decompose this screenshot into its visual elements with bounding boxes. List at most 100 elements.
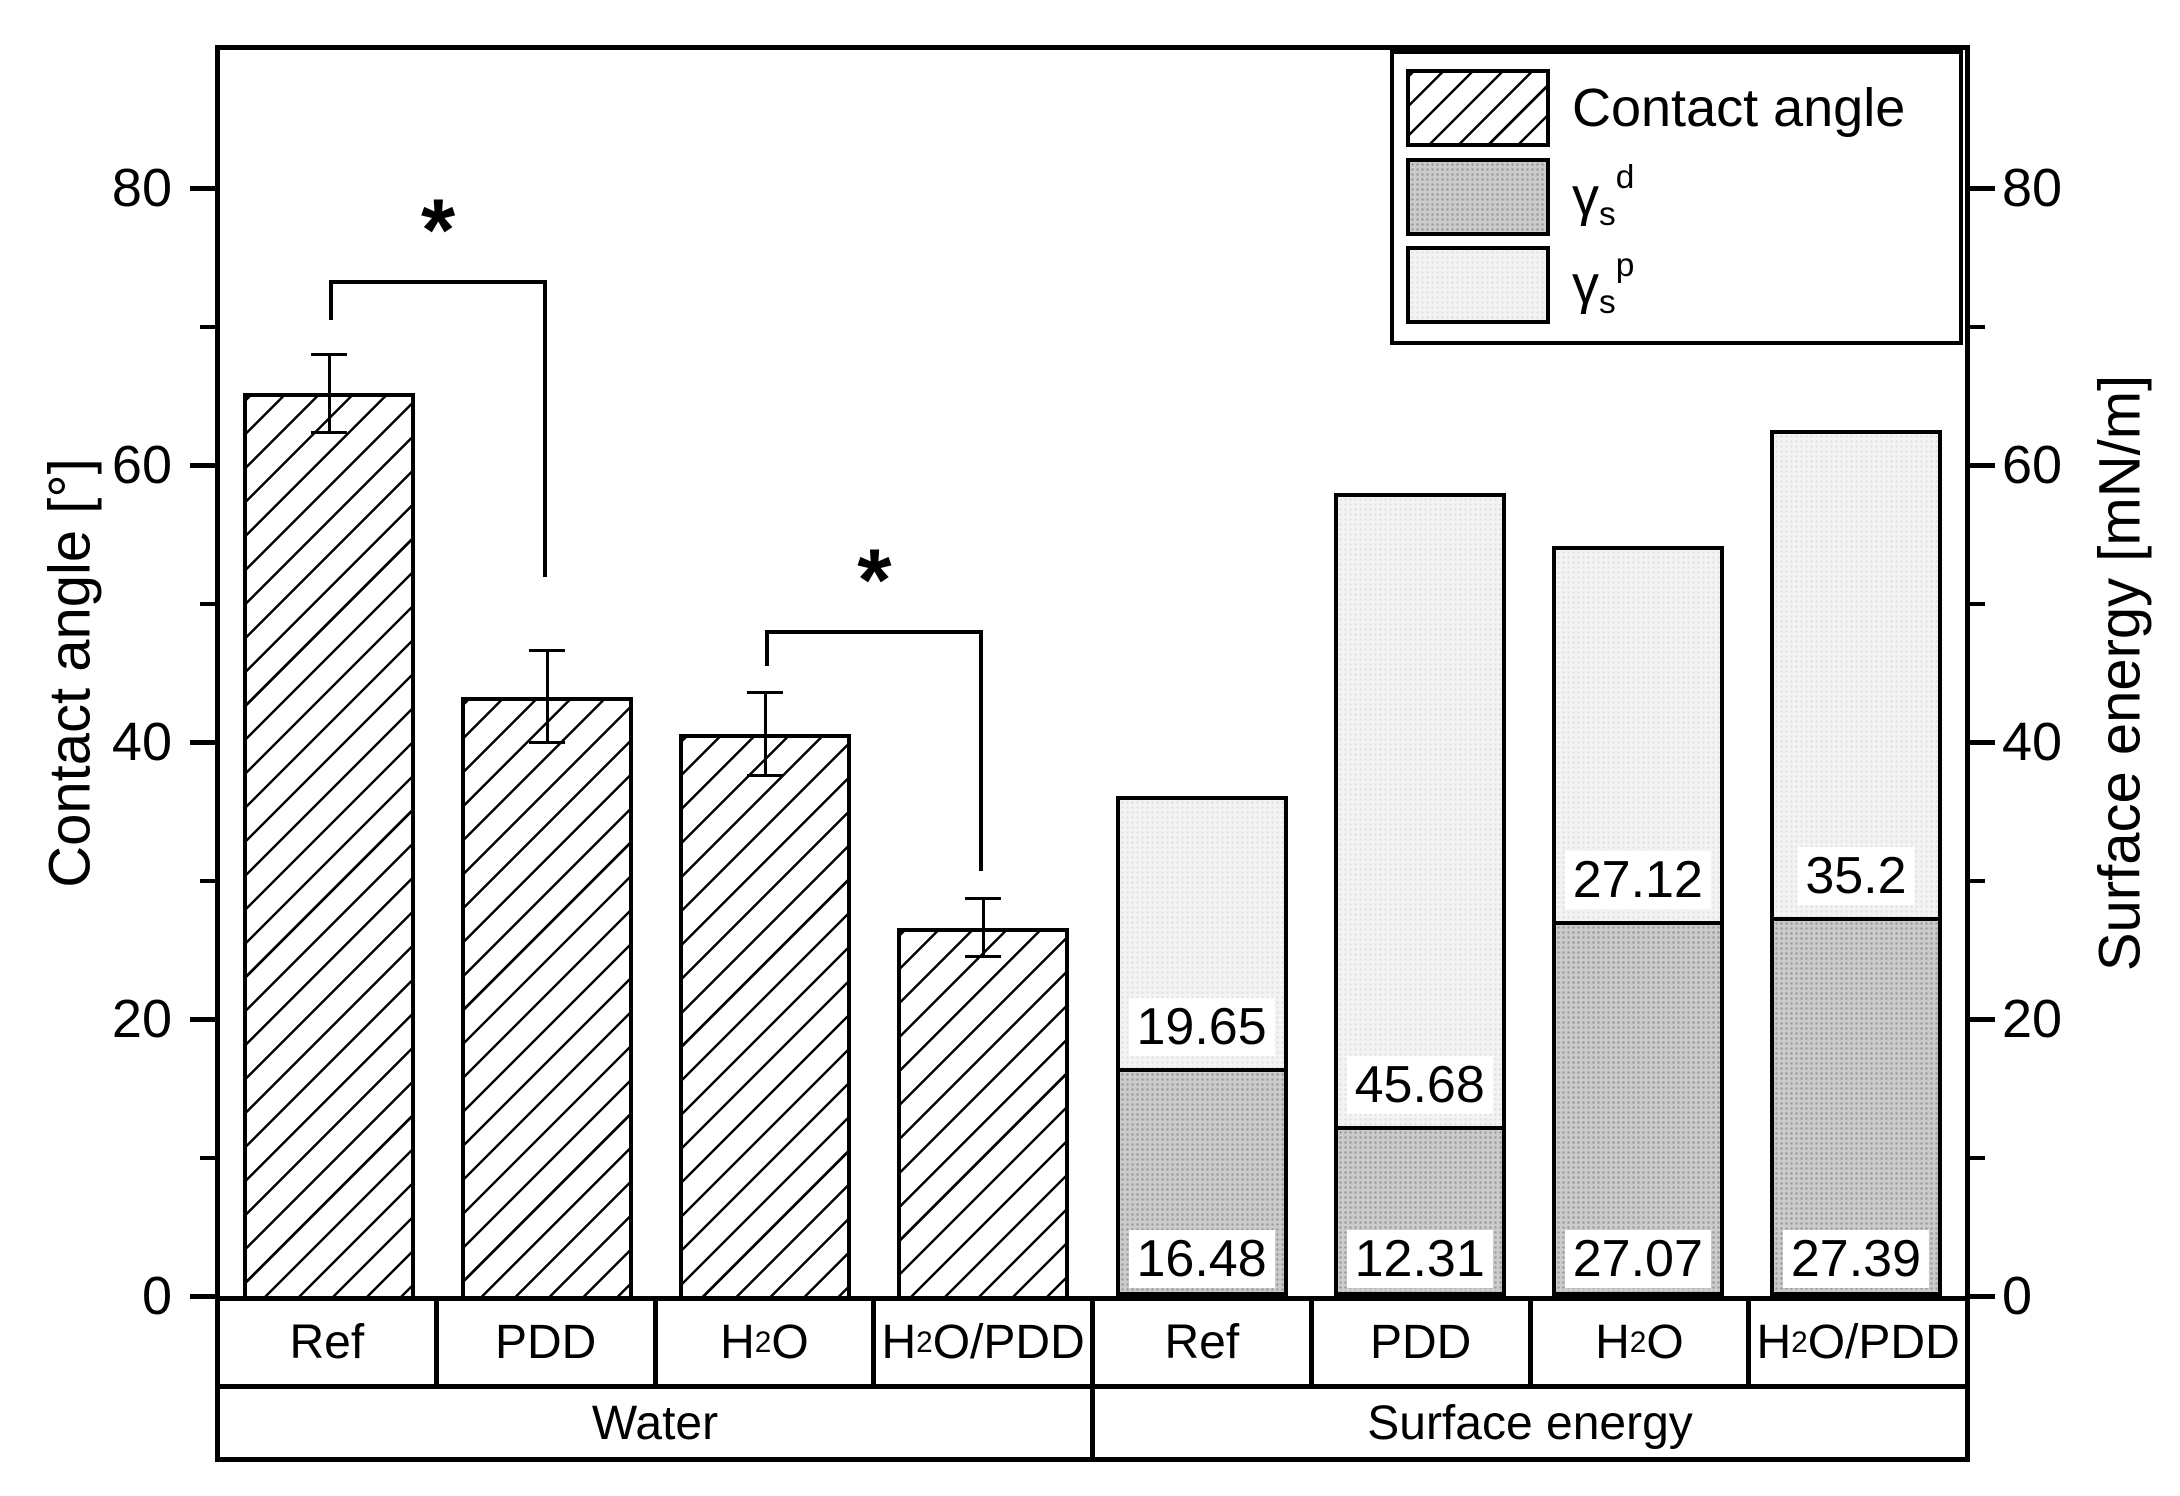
left-tick-label-60: 60: [111, 435, 172, 496]
value-label-dispersive-pdd: 12.31: [1346, 1230, 1493, 1288]
label-part: O/PDD: [932, 1316, 1085, 1369]
legend-row-contact-angle: Contact angle: [1406, 66, 1949, 150]
label-part: PDD: [494, 1316, 597, 1369]
error-bar-cap-top-pdd: [529, 649, 566, 653]
legend-label-sd: γsd: [1572, 160, 1634, 230]
error-bar-cap-bottom-h2o: [747, 773, 784, 777]
legend-row-sd: γsd: [1406, 155, 1949, 239]
left-minor-tick-70: [200, 324, 215, 329]
label-part: O: [771, 1316, 809, 1369]
label-part: Ref: [1164, 1316, 1240, 1369]
label-part: H: [1756, 1316, 1792, 1369]
left-axis-title-text: Contact angle [°]: [37, 458, 103, 888]
right-major-tick-60: [1970, 462, 1995, 468]
category-cell-pdd: PDD: [433, 1301, 653, 1384]
label-part: H: [1595, 1316, 1630, 1369]
label-part: Contact angle: [1572, 78, 1906, 138]
legend-swatch-dark-icon: [1406, 157, 1550, 236]
right-tick-label-80: 80: [2002, 158, 2063, 219]
label-part: s: [1599, 284, 1616, 322]
legend-label-sp: γsp: [1572, 249, 1634, 319]
label-part: PDD: [1369, 1316, 1472, 1369]
label-part: H: [720, 1316, 755, 1369]
value-label-dispersive-h2o-pdd: 27.39: [1782, 1230, 1930, 1288]
value-label-dispersive-ref: 16.48: [1128, 1230, 1275, 1288]
error-bar-cap-bottom-h2o-pdd: [965, 955, 1002, 959]
left-major-tick-0: [190, 1293, 215, 1299]
category-cell-ref: Ref: [1090, 1301, 1309, 1384]
error-bar-cap-top-ref: [311, 353, 348, 357]
error-bar-cap-bottom-pdd: [529, 740, 566, 744]
category-cell-h2o-pdd: H 2 O/PDD: [1746, 1301, 1965, 1384]
left-minor-tick-50: [200, 601, 215, 606]
left-minor-tick-10: [200, 1155, 215, 1160]
legend-row-sp: γsp: [1406, 243, 1949, 327]
group-axis-row: Water Surface energy: [215, 1389, 1970, 1462]
legend-swatch-light-icon: [1406, 246, 1550, 324]
label-part: H: [881, 1316, 917, 1369]
contact-angle-bar-h2o: [679, 733, 852, 1296]
label-part: O/PDD: [1807, 1316, 1960, 1369]
label-part: d: [1615, 158, 1635, 196]
significance-asterisk-2: *: [857, 530, 892, 630]
significance-bracket-2-left-drop: [765, 630, 770, 667]
contact-angle-bar-ref: [243, 393, 416, 1296]
significance-bracket-1-right-drop: [543, 279, 548, 578]
significance-bracket-2-hline: [765, 630, 984, 635]
label-part: Ref: [289, 1316, 365, 1369]
left-major-tick-60: [190, 462, 215, 468]
label-part: s: [1599, 195, 1616, 233]
right-tick-label-0: 0: [2002, 1266, 2033, 1326]
error-bar-cap-top-h2o: [747, 691, 784, 694]
legend: Contact angle γsd γsp: [1390, 50, 1963, 345]
contact-angle-bar-pdd: [461, 696, 634, 1296]
error-bar-cap-bottom-ref: [311, 430, 348, 434]
category-axis-row: Ref PDD H 2 O H 2 O/PDD Ref PDD H 2 O H 2 O/PDD: [215, 1301, 1970, 1389]
category-cell-pdd: PDD: [1308, 1301, 1528, 1384]
contact-angle-bar-h2o-pdd: [897, 927, 1070, 1296]
stacked-bar-polar-h2o-pdd: [1769, 429, 1942, 921]
left-major-tick-20: [190, 1016, 215, 1022]
significance-asterisk-1: *: [421, 179, 456, 279]
significance-bracket-1-hline: [329, 279, 548, 284]
left-tick-label-40: 40: [111, 712, 172, 773]
category-cell-h2o-pdd: H 2 O/PDD: [871, 1301, 1090, 1384]
error-bar-line-h2o-pdd: [981, 897, 985, 959]
stacked-bar-polar-pdd: [1333, 493, 1506, 1130]
left-major-tick-40: [190, 739, 215, 745]
label-part: γ: [1572, 166, 1599, 227]
group-cell-surface-energy: Surface energy: [1090, 1389, 1965, 1457]
value-label-polar-h2o-pdd: 35.2: [1797, 846, 1915, 905]
right-minor-tick-10: [1970, 1155, 1985, 1160]
category-cell-ref: Ref: [220, 1301, 434, 1384]
right-major-tick-80: [1970, 185, 1995, 191]
label-part: p: [1615, 247, 1635, 285]
value-label-polar-pdd: 45.68: [1346, 1055, 1493, 1114]
error-bar-line-pdd: [545, 649, 549, 744]
right-major-tick-40: [1970, 739, 1995, 745]
left-tick-label-20: 20: [111, 989, 172, 1050]
legend-swatch-hatch-icon: [1406, 69, 1550, 147]
value-label-polar-h2o: 27.12: [1564, 851, 1711, 910]
right-major-tick-20: [1970, 1016, 1995, 1022]
label-part: O: [1646, 1316, 1684, 1369]
right-tick-label-20: 20: [2002, 989, 2063, 1050]
error-bar-cap-top-h2o-pdd: [965, 897, 1002, 901]
right-minor-tick-30: [1970, 878, 1985, 883]
right-minor-tick-70: [1970, 324, 1985, 329]
right-tick-label-40: 40: [2002, 712, 2063, 773]
significance-bracket-1-left-drop: [329, 279, 334, 320]
error-bar-line-ref: [327, 353, 331, 434]
left-tick-label-80: 80: [111, 158, 172, 219]
right-minor-tick-50: [1970, 601, 1985, 606]
label-part: γ: [1572, 255, 1599, 315]
right-major-tick-0: [1970, 1293, 1995, 1299]
right-tick-label-60: 60: [2002, 435, 2063, 496]
group-cell-water: Water: [591, 1396, 719, 1450]
legend-label-contact-angle: Contact angle: [1572, 79, 1905, 137]
value-label-polar-ref: 19.65: [1128, 997, 1275, 1056]
error-bar-line-h2o: [763, 691, 767, 777]
